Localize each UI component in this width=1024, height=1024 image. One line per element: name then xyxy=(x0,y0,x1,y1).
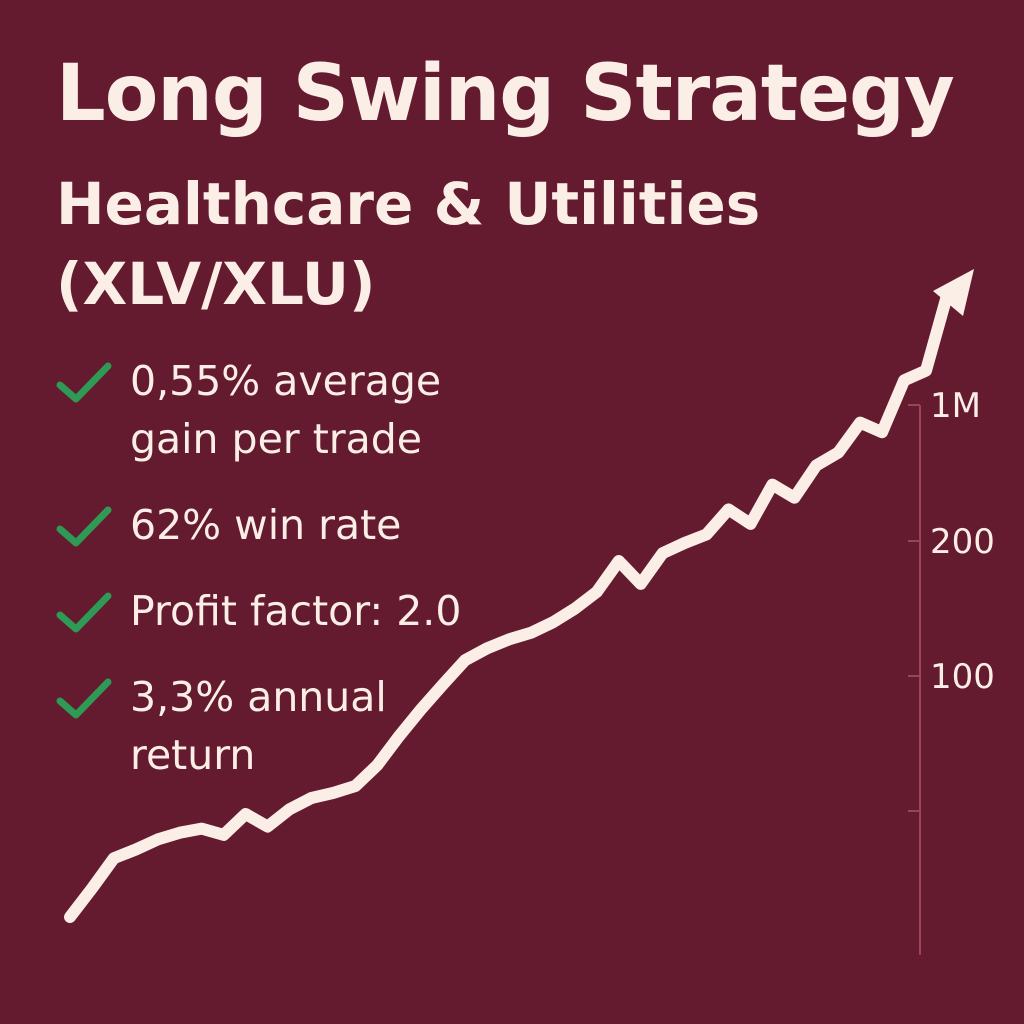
bullet-line-1: Profit factor: 2.0 xyxy=(130,587,462,635)
y-tick-label: 200 xyxy=(930,522,995,562)
page-title: Long Swing Strategy xyxy=(56,49,955,139)
series-line xyxy=(64,286,954,923)
bullet-line-2: gain per trade xyxy=(130,415,423,463)
bullet-text: 0,55% average gain per trade xyxy=(130,352,441,468)
subtitle: Healthcare & Utilities (XLV/XLU) xyxy=(56,164,856,324)
bullet-text: Profit factor: 2.0 xyxy=(130,582,461,640)
check-icon xyxy=(56,678,112,719)
check-icon xyxy=(56,362,112,403)
check-icon xyxy=(56,506,112,547)
bullet-item: 3,3% annual return xyxy=(56,668,526,784)
bullet-line-2: return xyxy=(130,731,256,779)
bullet-item: 62% win rate xyxy=(56,496,526,554)
bullet-text: 3,3% annual return xyxy=(130,668,387,784)
bullet-item: 0,55% average gain per trade xyxy=(56,352,526,468)
bullet-line-1: 3,3% annual xyxy=(130,673,387,721)
check-icon xyxy=(56,592,112,633)
subtitle-line-1: Healthcare & Utilities xyxy=(56,170,761,238)
bullet-line-1: 62% win rate xyxy=(130,501,402,549)
y-tick-label: 100 xyxy=(930,657,995,697)
subtitle-line-2: (XLV/XLU) xyxy=(56,250,376,318)
bullet-text: 62% win rate xyxy=(130,496,401,554)
y-tick-label: 1M xyxy=(930,386,981,426)
bullet-list: 0,55% average gain per trade 62% win rat… xyxy=(56,352,526,812)
bullet-item: Profit factor: 2.0 xyxy=(56,582,526,640)
arrow-head-icon xyxy=(933,269,974,316)
bullet-line-1: 0,55% average xyxy=(130,357,442,405)
